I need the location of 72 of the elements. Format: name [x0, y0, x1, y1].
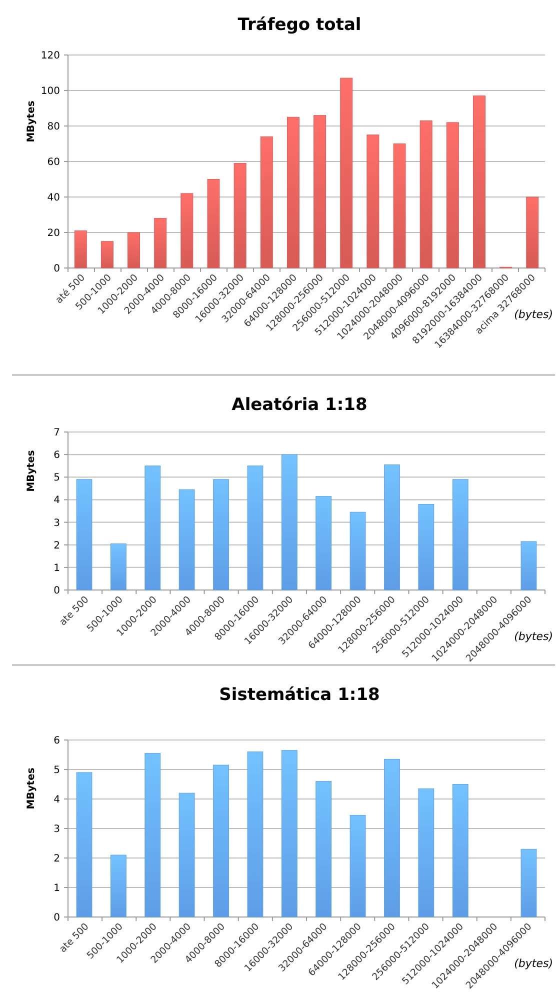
bar [418, 504, 434, 590]
bar [366, 134, 380, 268]
bar [446, 122, 459, 268]
y-tick-label: 0 [54, 264, 60, 274]
bar [340, 78, 353, 268]
chart-title: Tráfego total [238, 15, 362, 35]
y-tick-label: 7 [54, 428, 60, 438]
bar [520, 848, 537, 918]
bar [473, 96, 486, 268]
bar [110, 543, 126, 590]
y-tick-label: 3 [54, 824, 60, 835]
bar [281, 454, 298, 590]
bar [144, 753, 161, 918]
bar [180, 193, 194, 268]
y-tick-label: 60 [47, 157, 60, 168]
bar [110, 854, 126, 918]
y-tick-label: 1 [54, 883, 60, 894]
bar [154, 218, 167, 268]
bar [207, 179, 220, 268]
bar [76, 479, 92, 590]
bar [178, 792, 195, 918]
bar [393, 144, 406, 268]
bar [384, 758, 400, 918]
bar [247, 752, 264, 918]
bar [260, 136, 273, 268]
y-tick-label: 120 [40, 50, 60, 62]
bar [420, 120, 432, 268]
bar [100, 241, 114, 268]
bar [178, 489, 195, 590]
y-tick-label: 0 [54, 912, 60, 924]
bar [350, 814, 366, 918]
bar [286, 116, 300, 268]
bar [384, 464, 400, 590]
y-tick-label: 4 [54, 495, 60, 506]
bar [418, 788, 434, 918]
bar [76, 772, 92, 918]
y-axis-title: MBytes [26, 768, 37, 810]
bar [144, 466, 161, 590]
y-tick-label: 80 [47, 122, 60, 132]
bar [452, 479, 468, 590]
y-tick-label: 5 [54, 472, 60, 484]
bar [213, 764, 229, 918]
y-tick-label: 2 [54, 540, 60, 552]
bar [520, 541, 537, 590]
y-tick-label: 6 [54, 450, 60, 462]
bar [350, 512, 366, 590]
bar [316, 781, 332, 918]
y-tick-label: 5 [54, 765, 60, 776]
y-tick-label: 2 [54, 854, 60, 864]
y-tick-label: 100 [40, 86, 60, 97]
x-axis-title: (bytes) [514, 308, 553, 321]
y-tick-label: 40 [47, 192, 60, 204]
y-tick-label: 0 [54, 586, 60, 596]
bar [314, 115, 326, 268]
y-tick-label: 4 [54, 794, 60, 806]
bar [247, 466, 264, 590]
bar [281, 750, 298, 918]
chart-title: Sistemática 1:18 [219, 685, 380, 705]
bar [213, 479, 229, 590]
bar [526, 196, 539, 268]
y-tick-label: 3 [54, 518, 60, 529]
y-axis-title: MBytes [26, 450, 37, 492]
y-tick-label: 6 [54, 736, 60, 746]
y-axis-title: MBytes [26, 100, 37, 142]
y-tick-label: 1 [54, 562, 60, 574]
bar [234, 163, 246, 268]
bar [452, 784, 468, 918]
bar [74, 230, 87, 268]
bar [128, 232, 140, 268]
chart-title: Aleatória 1:18 [232, 395, 368, 415]
bar [316, 496, 332, 590]
y-tick-label: 20 [47, 228, 60, 239]
